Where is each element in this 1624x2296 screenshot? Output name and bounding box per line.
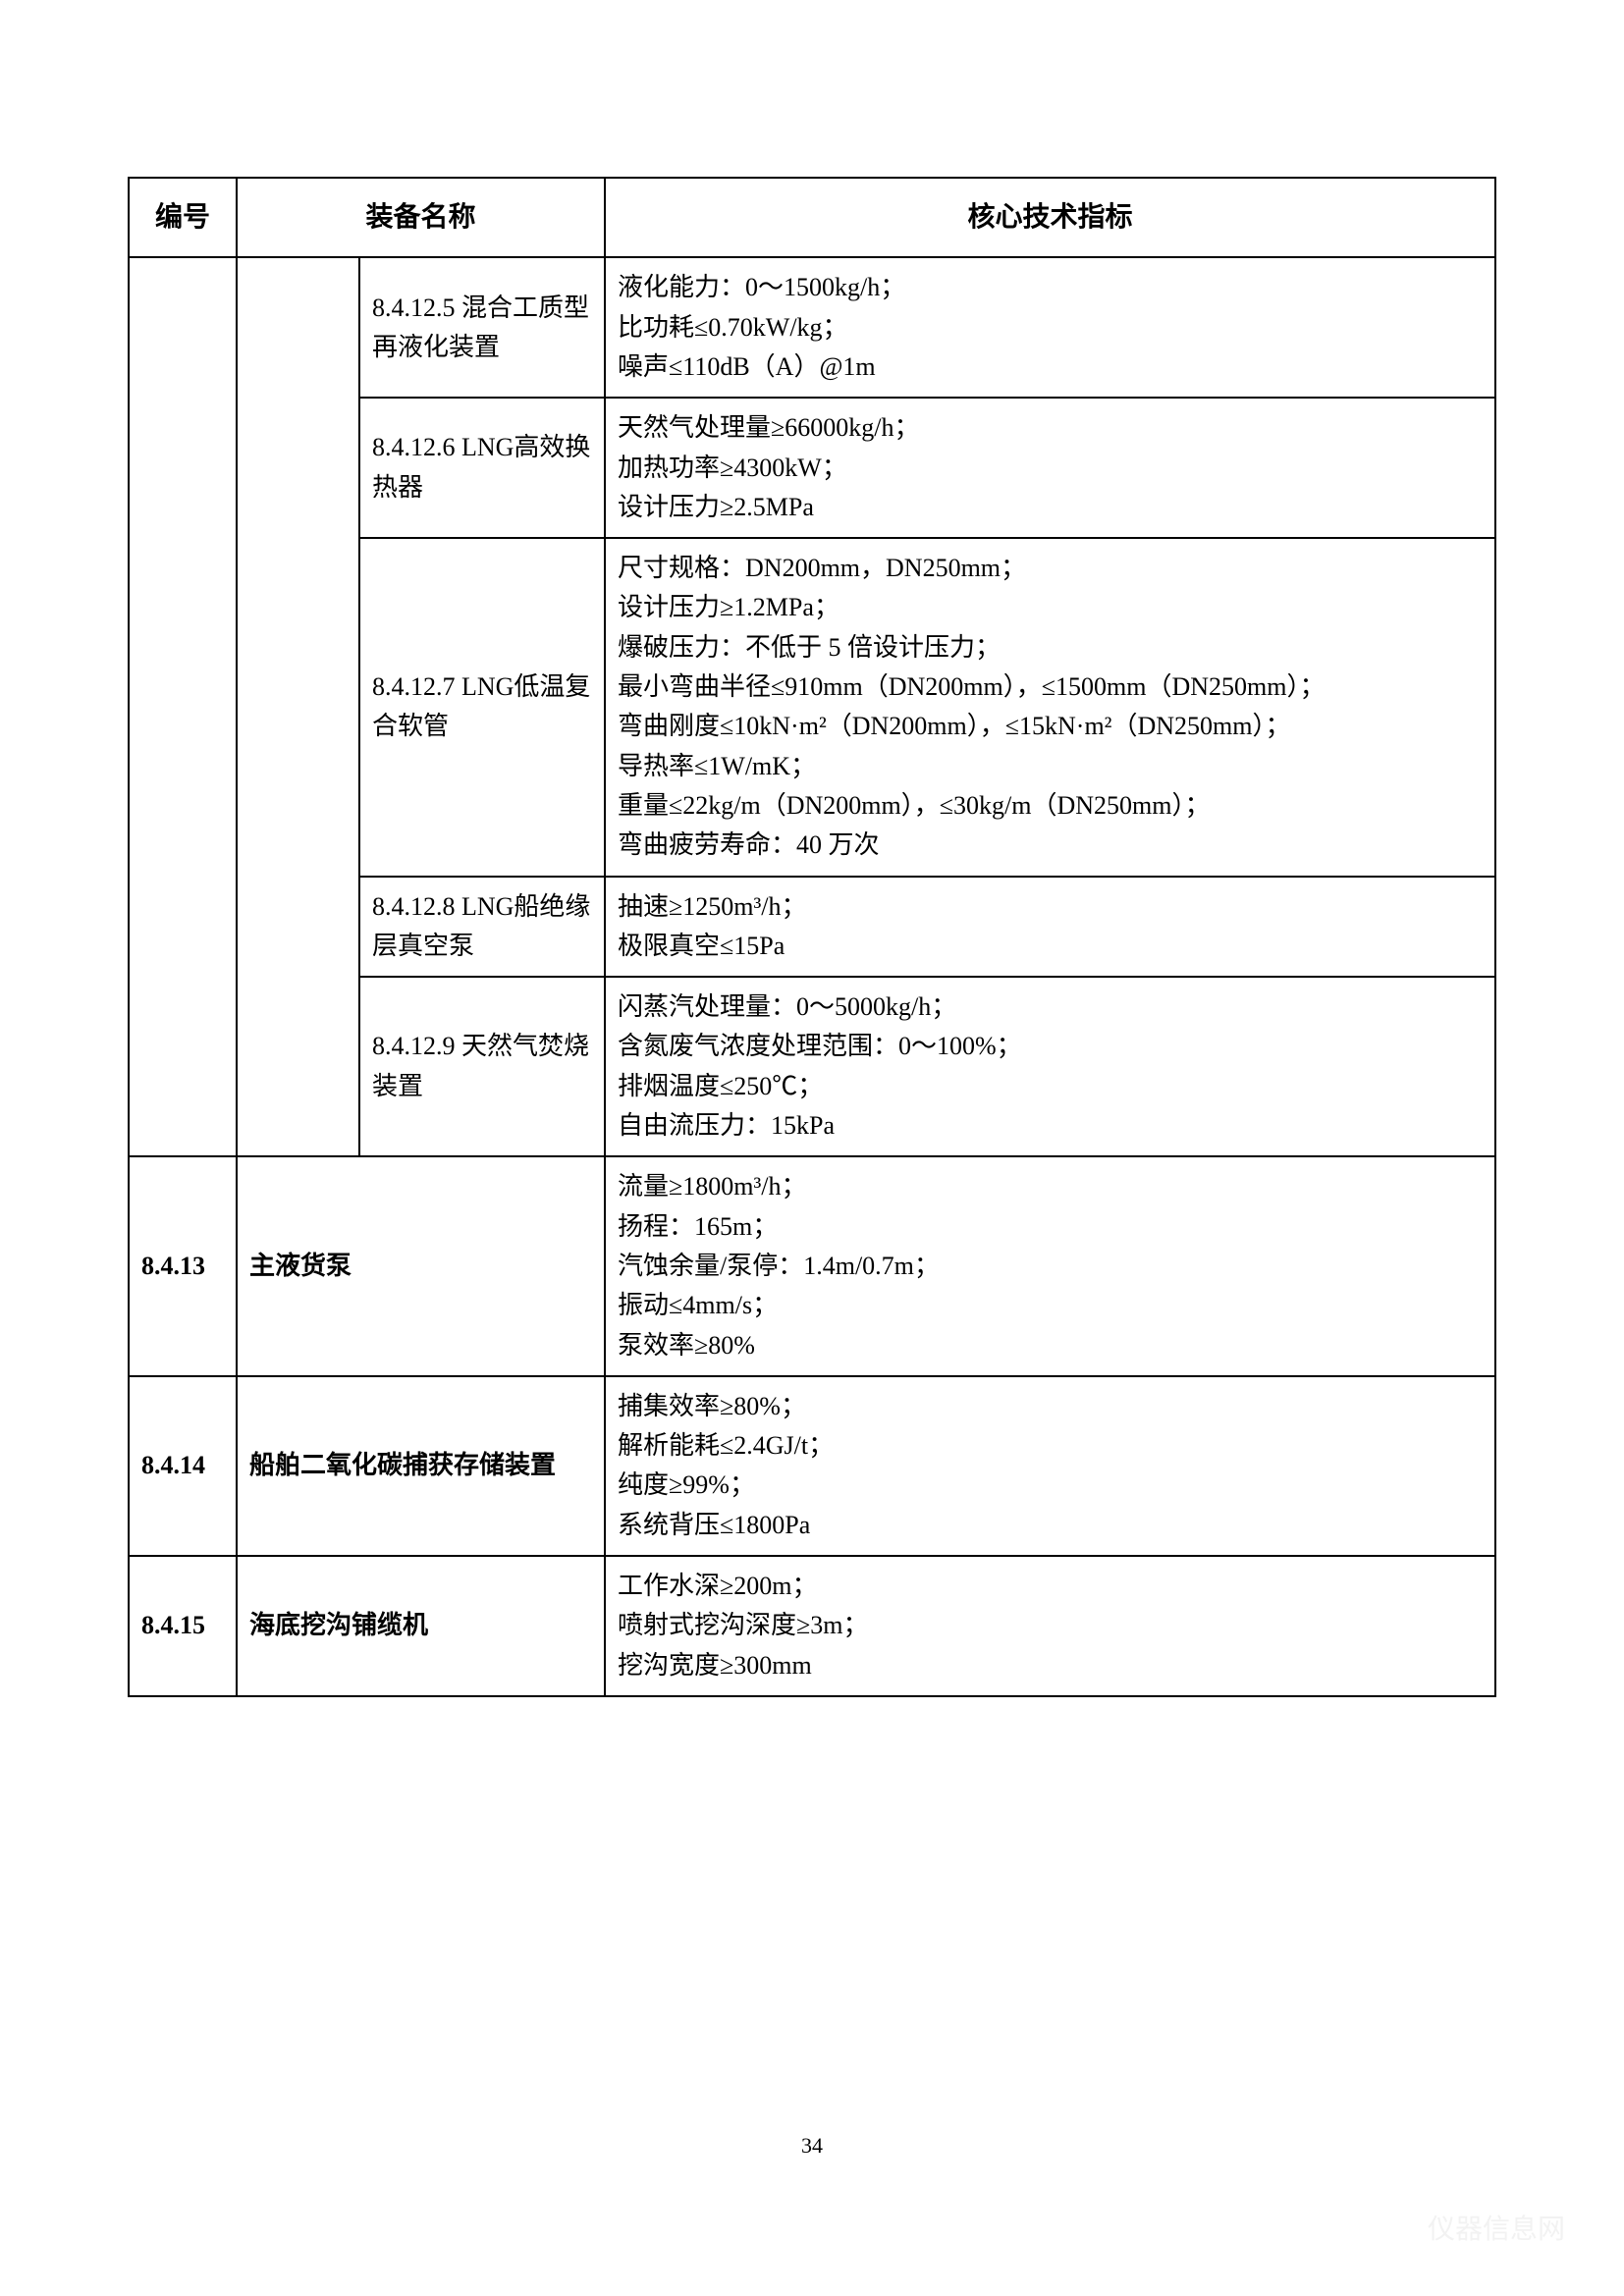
cell-group-empty bbox=[237, 257, 359, 1156]
header-name: 装备名称 bbox=[237, 178, 605, 257]
cell-spec: 捕集效率≥80%； 解析能耗≤2.4GJ/t； 纯度≥99%； 系统背压≤180… bbox=[605, 1376, 1495, 1556]
cell-id: 8.4.13 bbox=[129, 1156, 237, 1375]
cell-spec: 流量≥1800m³/h； 扬程：165m； 汽蚀余量/泵停：1.4m/0.7m；… bbox=[605, 1156, 1495, 1375]
table-header-row: 编号 装备名称 核心技术指标 bbox=[129, 178, 1495, 257]
table-row: 8.4.15 海底挖沟铺缆机 工作水深≥200m； 喷射式挖沟深度≥3m； 挖沟… bbox=[129, 1556, 1495, 1696]
header-spec: 核心技术指标 bbox=[605, 178, 1495, 257]
cell-subname: 8.4.12.7 LNG低温复合软管 bbox=[359, 538, 605, 876]
cell-id: 8.4.15 bbox=[129, 1556, 237, 1696]
table-row: 8.4.14 船舶二氧化碳捕获存储装置 捕集效率≥80%； 解析能耗≤2.4GJ… bbox=[129, 1376, 1495, 1556]
cell-subname: 8.4.12.5 混合工质型再液化装置 bbox=[359, 257, 605, 398]
cell-name: 船舶二氧化碳捕获存储装置 bbox=[237, 1376, 605, 1556]
table-row: 8.4.13 主液货泵 流量≥1800m³/h； 扬程：165m； 汽蚀余量/泵… bbox=[129, 1156, 1495, 1375]
header-id: 编号 bbox=[129, 178, 237, 257]
cell-subname: 8.4.12.9 天然气焚烧装置 bbox=[359, 977, 605, 1156]
page-number: 34 bbox=[0, 2133, 1624, 2159]
cell-spec: 闪蒸汽处理量：0～5000kg/h； 含氮废气浓度处理范围：0～100%； 排烟… bbox=[605, 977, 1495, 1156]
cell-spec: 尺寸规格：DN200mm，DN250mm； 设计压力≥1.2MPa； 爆破压力：… bbox=[605, 538, 1495, 876]
cell-id-empty bbox=[129, 257, 237, 1156]
cell-spec: 抽速≥1250m³/h； 极限真空≤15Pa bbox=[605, 877, 1495, 978]
cell-spec: 天然气处理量≥66000kg/h； 加热功率≥4300kW； 设计压力≥2.5M… bbox=[605, 398, 1495, 538]
cell-subname: 8.4.12.6 LNG高效换热器 bbox=[359, 398, 605, 538]
cell-id: 8.4.14 bbox=[129, 1376, 237, 1556]
cell-spec: 工作水深≥200m； 喷射式挖沟深度≥3m； 挖沟宽度≥300mm bbox=[605, 1556, 1495, 1696]
cell-spec: 液化能力：0～1500kg/h； 比功耗≤0.70kW/kg； 噪声≤110dB… bbox=[605, 257, 1495, 398]
watermark: 仪器信息网 bbox=[1428, 2208, 1565, 2247]
equipment-table: 编号 装备名称 核心技术指标 8.4.12.5 混合工质型再液化装置 液化能力：… bbox=[128, 177, 1496, 1697]
cell-name: 主液货泵 bbox=[237, 1156, 605, 1375]
cell-name: 海底挖沟铺缆机 bbox=[237, 1556, 605, 1696]
cell-subname: 8.4.12.8 LNG船绝缘层真空泵 bbox=[359, 877, 605, 978]
table-row: 8.4.12.5 混合工质型再液化装置 液化能力：0～1500kg/h； 比功耗… bbox=[129, 257, 1495, 398]
